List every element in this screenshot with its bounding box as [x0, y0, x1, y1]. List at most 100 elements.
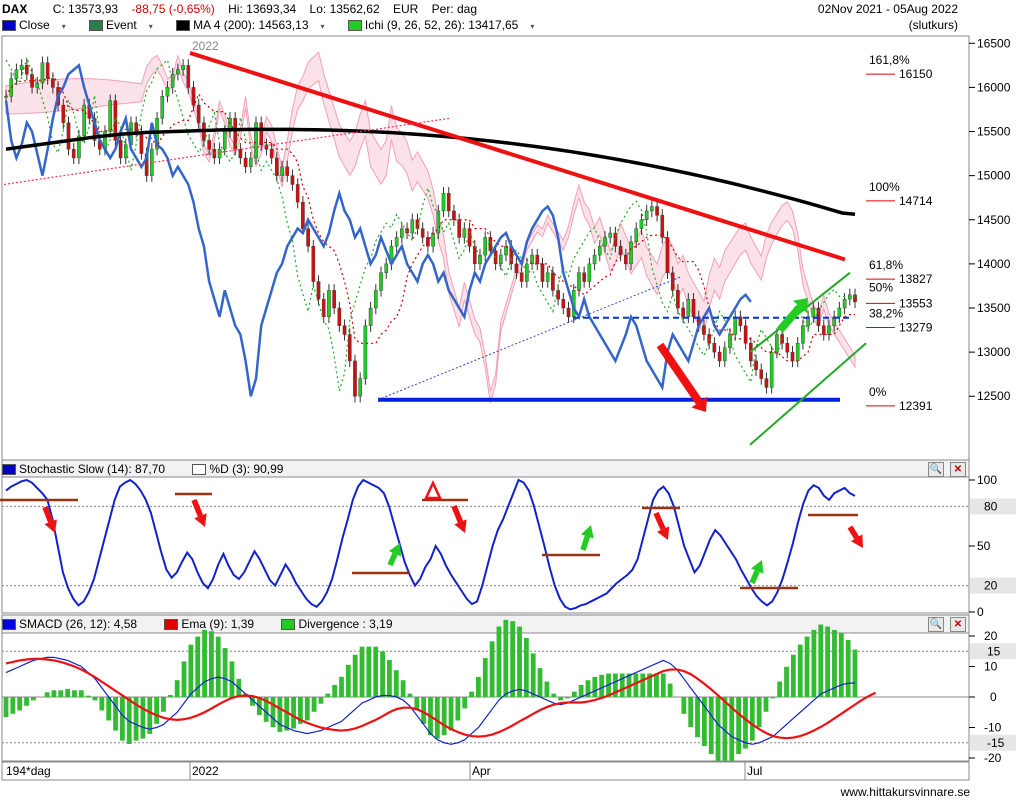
divergence-bar [119, 697, 125, 741]
divergence-bar [24, 697, 29, 706]
smacd-level-label: -15 [987, 736, 1005, 750]
candle [134, 122, 139, 132]
divergence-bar [654, 673, 659, 697]
stoch-level-label: 20 [984, 579, 998, 593]
candle [363, 325, 368, 379]
legend-smacd[interactable]: SMACD (26, 12): 4,58 [2, 617, 149, 631]
divergence-bar [202, 629, 207, 697]
dotted-trend [3, 117, 451, 186]
divergence-bar [804, 636, 810, 697]
fib-value-label: 13279 [899, 321, 933, 335]
candle [66, 122, 71, 150]
candle [165, 87, 170, 97]
candle [603, 237, 607, 247]
price-tick-label: 12500 [977, 389, 1011, 403]
divergence-bar [517, 626, 522, 697]
candle [394, 237, 399, 247]
candle [191, 87, 196, 106]
candle [77, 135, 81, 159]
candle [332, 290, 336, 309]
divergence-bar [523, 637, 529, 697]
candle [436, 210, 441, 234]
stoch-down-arrow-head [454, 519, 467, 533]
candle [123, 144, 128, 159]
candle [311, 246, 316, 282]
divergence-bar [640, 673, 646, 697]
candle [738, 316, 743, 326]
stoch-line [5, 478, 856, 611]
candle [722, 347, 727, 362]
legend-ichi[interactable]: Ichi (9, 26, 52, 26): 13417,65 ▾ [347, 18, 544, 32]
divergence-bar [489, 641, 495, 697]
price-tick-label: 13000 [977, 345, 1011, 359]
legend-pd[interactable]: %D (3): 90,99 [192, 462, 295, 476]
divergence-bar [99, 697, 105, 711]
candle [691, 298, 696, 318]
fib-value-label: 13827 [899, 272, 933, 286]
divergence-bar [558, 697, 563, 701]
fib-value-label: 13553 [899, 296, 933, 310]
divergence-bar [10, 697, 16, 714]
divergence-bar [414, 697, 420, 711]
divergence-bar [777, 681, 783, 697]
legend-stoch[interactable]: Stochastic Slow (14): 87,70 [2, 462, 177, 476]
website-label: www.hittakursvinnare.se [840, 785, 970, 799]
candle [238, 148, 243, 159]
candle [540, 263, 545, 282]
smacd-panel: 15 -15 [2, 619, 1016, 761]
fib-pct-label: 100% [869, 180, 900, 194]
candle [275, 157, 279, 176]
divergence-bar [756, 697, 762, 728]
divergence-bar [339, 676, 344, 697]
candle [321, 298, 326, 318]
candle [733, 316, 738, 335]
divergence-bar [106, 697, 112, 721]
price-down-arrow-head [691, 396, 708, 412]
divergence-bar [304, 697, 310, 721]
stoch-up-arrow-shaft [580, 535, 591, 551]
zoom-icon[interactable]: 🔍 [928, 462, 944, 477]
close-icon[interactable]: ✕ [950, 617, 966, 632]
candle [19, 65, 24, 70]
candle [639, 219, 644, 229]
candle [45, 62, 50, 79]
price-tick-label: 15500 [977, 125, 1011, 139]
divergence-bar [811, 629, 817, 697]
channel-lower [749, 342, 867, 446]
legend-event[interactable]: Event ▾ [89, 18, 163, 32]
candle [327, 290, 331, 318]
legend-ema[interactable]: Ema (9): 1,39 [164, 617, 266, 631]
stoch-up-arrow-shaft [387, 552, 398, 567]
stoch-down-arrow [42, 505, 57, 533]
stoch-down-arrow-shaft [847, 525, 860, 540]
candle [514, 263, 519, 273]
legend-divergence[interactable]: Divergence : 3,19 [281, 617, 404, 631]
candle [644, 210, 649, 220]
divergence-bar [503, 619, 509, 697]
candle [478, 254, 482, 265]
zoom-icon[interactable]: 🔍 [928, 617, 944, 632]
candle [71, 148, 76, 159]
candle [441, 193, 446, 212]
fib-value-label: 14714 [899, 194, 933, 208]
candle [4, 96, 8, 98]
divergence-bar [209, 631, 214, 697]
divergence-bar [263, 697, 269, 722]
candle [676, 290, 680, 309]
candle [254, 122, 258, 159]
candle [545, 272, 550, 282]
divergence-bar [311, 697, 317, 712]
candle [217, 148, 222, 159]
candle [108, 100, 112, 132]
divergence-bar [667, 683, 673, 697]
candle [743, 325, 748, 344]
smacd-level-badge [970, 734, 1016, 751]
price-tick-label: 16000 [977, 80, 1011, 94]
legend-ma[interactable]: MA 4 (200): 14563,13 ▾ [176, 18, 334, 32]
close-icon[interactable]: ✕ [950, 462, 966, 477]
legend-close[interactable]: Close ▾ [2, 18, 76, 32]
candle [446, 193, 451, 212]
candle [556, 290, 560, 300]
candle [681, 307, 685, 318]
